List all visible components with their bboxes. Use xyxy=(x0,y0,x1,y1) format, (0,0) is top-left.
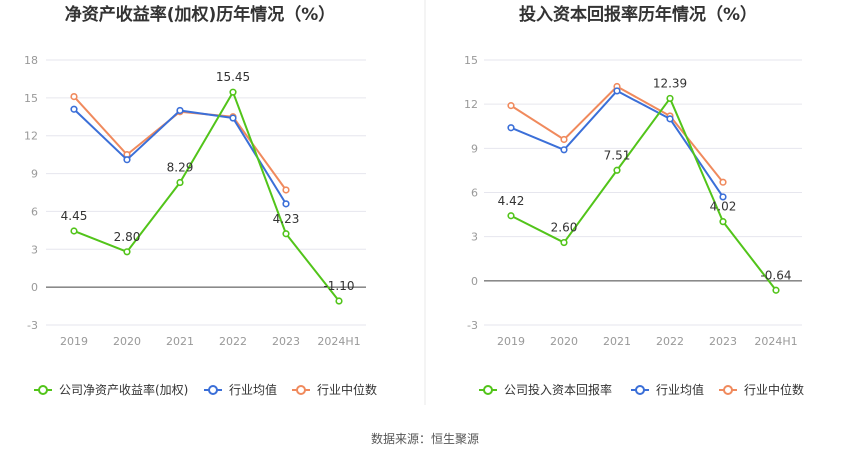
y-tick-label: 6 xyxy=(471,187,478,200)
x-tick-label: 2019 xyxy=(497,335,525,348)
data-point[interactable] xyxy=(560,135,568,144)
data-point[interactable] xyxy=(613,87,621,95)
y-tick-label: 12 xyxy=(24,130,38,143)
legend-label: 行业中位数 xyxy=(317,382,377,397)
series-line xyxy=(73,108,287,205)
chart-title: 投入资本回报率历年情况（%） xyxy=(519,4,757,25)
y-tick-label: 15 xyxy=(24,92,38,105)
chart-panel-2: 投入资本回报率历年情况（%） -3 0 3 6 9 12 15 2019 2020 2021 2022… xyxy=(464,4,804,397)
x-tick-label: 2023 xyxy=(272,335,300,348)
legend-marker-icon xyxy=(723,385,733,395)
legend-marker-icon xyxy=(483,385,493,395)
y-tick-label: -3 xyxy=(467,319,478,332)
data-label: 7.51 xyxy=(604,148,631,162)
legend-item[interactable]: 公司净资产收益率(加权) xyxy=(34,382,188,397)
data-point[interactable] xyxy=(666,115,674,123)
data-point[interactable] xyxy=(123,248,131,256)
x-tick-label: 2024H1 xyxy=(317,335,360,348)
series-line xyxy=(73,91,340,302)
y-tick-label: 3 xyxy=(31,243,38,256)
x-tick-label: 2021 xyxy=(166,335,194,348)
y-tick-label: 3 xyxy=(471,231,478,244)
legend-item[interactable]: 公司投入资本回报率 xyxy=(479,382,612,397)
data-point[interactable] xyxy=(335,297,343,305)
legend-label: 行业中位数 xyxy=(744,382,804,397)
y-tick-label: 9 xyxy=(471,142,478,155)
data-point[interactable] xyxy=(176,178,184,187)
y-tick-label: 12 xyxy=(464,98,478,111)
data-point[interactable] xyxy=(123,156,131,164)
data-label: 4.02 xyxy=(710,200,737,214)
x-tick-label: 2021 xyxy=(603,335,631,348)
data-point[interactable] xyxy=(176,106,184,115)
data-point[interactable] xyxy=(229,88,237,96)
x-tick-label: 2020 xyxy=(550,335,578,348)
data-point[interactable] xyxy=(719,178,727,186)
x-tick-label: 2020 xyxy=(113,335,141,348)
legend-label: 行业均值 xyxy=(656,382,704,397)
data-point[interactable] xyxy=(70,227,78,235)
x-tick-label: 2024H1 xyxy=(754,335,797,348)
data-point[interactable] xyxy=(772,286,780,294)
data-point[interactable] xyxy=(229,114,237,122)
legend-marker-icon xyxy=(635,385,645,395)
legend-item[interactable]: 行业均值 xyxy=(204,382,277,397)
data-point[interactable] xyxy=(70,92,78,101)
data-label: -0.64 xyxy=(760,268,791,282)
data-point[interactable] xyxy=(282,200,290,208)
y-tick-label: 15 xyxy=(464,54,478,67)
data-label: 4.45 xyxy=(61,209,88,223)
data-label: 2.80 xyxy=(114,230,141,244)
legend-marker-icon xyxy=(38,385,48,395)
data-point[interactable] xyxy=(560,238,568,247)
data-label: 12.39 xyxy=(653,76,687,90)
legend-item[interactable]: 行业中位数 xyxy=(719,382,804,397)
data-label: -1.10 xyxy=(323,279,354,293)
data-point[interactable] xyxy=(507,212,515,220)
data-label: 4.42 xyxy=(498,194,525,208)
y-tick-label: -3 xyxy=(27,319,38,332)
data-point[interactable] xyxy=(507,102,515,110)
data-label: 4.23 xyxy=(273,212,300,226)
y-tick-label: 6 xyxy=(31,205,38,218)
data-point[interactable] xyxy=(613,166,621,174)
chart-panel-1: 净资产收益率(加权)历年情况（%） -3 0 3 6 9 12 15 18 2019 2020 202… xyxy=(24,4,377,397)
data-point[interactable] xyxy=(719,193,727,201)
data-label: 15.45 xyxy=(216,70,250,84)
legend-marker-icon xyxy=(296,385,306,395)
data-label: 2.60 xyxy=(551,221,578,235)
data-label: 8.29 xyxy=(167,161,194,175)
x-tick-label: 2019 xyxy=(60,335,88,348)
y-tick-label: 9 xyxy=(31,168,38,181)
legend-item[interactable]: 行业中位数 xyxy=(292,382,377,397)
x-tick-label: 2022 xyxy=(219,335,247,348)
legend-item[interactable]: 行业均值 xyxy=(631,382,704,397)
y-tick-label: 0 xyxy=(471,275,478,288)
y-tick-label: 18 xyxy=(24,54,38,67)
data-point[interactable] xyxy=(560,146,568,154)
data-point[interactable] xyxy=(282,186,290,194)
legend-label: 公司投入资本回报率 xyxy=(504,382,612,397)
data-point[interactable] xyxy=(719,218,727,226)
data-point[interactable] xyxy=(666,94,674,103)
legend-label: 行业均值 xyxy=(229,382,277,397)
chart-title: 净资产收益率(加权)历年情况（%） xyxy=(65,4,336,25)
legend-marker-icon xyxy=(208,385,218,395)
data-point[interactable] xyxy=(282,230,290,238)
series-line xyxy=(510,97,777,291)
source-note: 数据来源：恒生聚源 xyxy=(371,431,479,446)
x-tick-label: 2023 xyxy=(709,335,737,348)
x-tick-label: 2022 xyxy=(656,335,684,348)
data-point[interactable] xyxy=(70,105,78,113)
legend-label: 公司净资产收益率(加权) xyxy=(59,382,188,397)
data-point[interactable] xyxy=(507,124,515,132)
y-tick-label: 0 xyxy=(31,281,38,294)
